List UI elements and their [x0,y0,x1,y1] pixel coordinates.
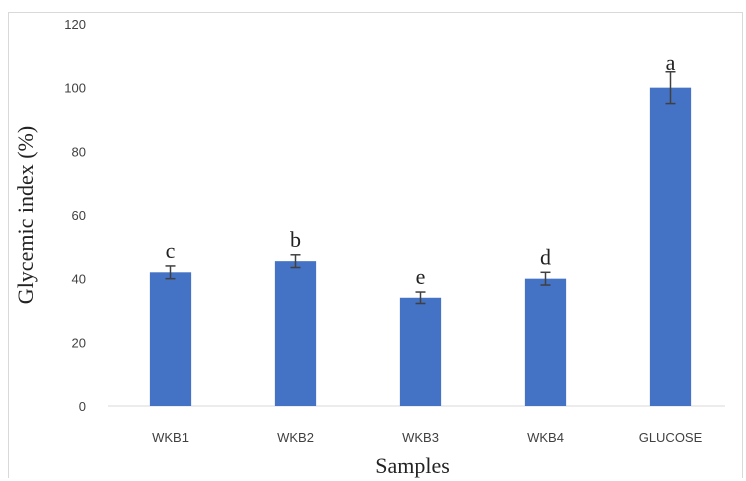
x-tick-label: WKB2 [277,430,314,445]
y-tick-label: 60 [72,208,86,223]
x-tick-label: WKB3 [402,430,439,445]
error-bar [290,254,301,269]
bar-glucose [649,87,692,407]
x-tick-label: WKB1 [152,430,189,445]
y-tick-label: 100 [64,81,86,96]
x-tick-label: WKB4 [527,430,564,445]
x-tick-label: GLUCOSE [639,430,703,445]
error-bar [540,271,551,286]
error-bar [165,265,176,280]
y-tick-label: 40 [72,272,86,287]
significance-letter: c [166,238,176,263]
significance-letter: a [666,50,676,75]
bar-wkb4 [524,278,567,406]
y-tick-label: 0 [79,399,86,414]
bar-wkb3 [399,297,442,406]
x-axis-title: Samples [375,453,450,478]
y-tick-label: 80 [72,144,86,159]
bar-wkb1 [149,272,192,406]
y-tick-label: 20 [72,335,86,350]
y-tick-label: 120 [64,17,86,32]
significance-letter: e [416,264,426,289]
bar-wkb2 [274,261,317,406]
error-bar [415,291,426,305]
significance-letter: b [290,227,301,252]
y-axis-title: Glycemic index (%) [13,126,38,304]
significance-letter: d [540,244,551,269]
chart-frame [8,12,743,478]
error-bar [665,71,676,105]
